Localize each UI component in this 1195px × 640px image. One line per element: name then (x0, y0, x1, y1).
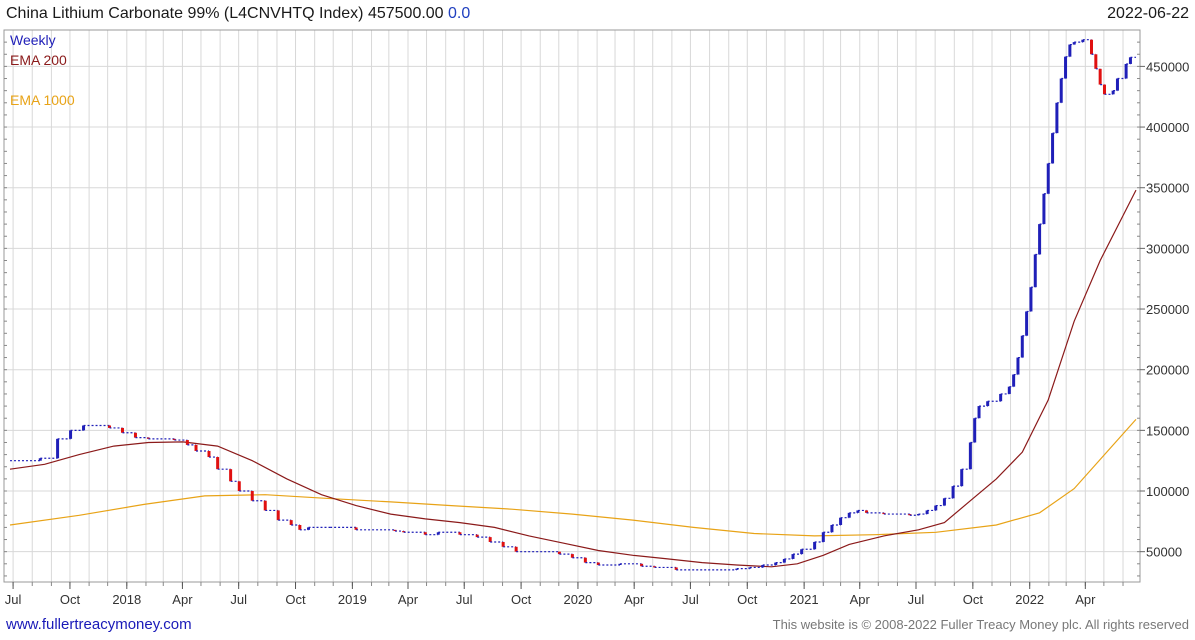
y-tick-label: 400000 (1146, 120, 1189, 135)
plot-frame (4, 30, 1140, 582)
y-tick-label: 350000 (1146, 181, 1189, 196)
x-tick-label: Oct (963, 592, 984, 607)
x-tick-label: Oct (737, 592, 758, 607)
x-tick-label: Jul (682, 592, 699, 607)
x-tick-label: 2020 (563, 592, 592, 607)
legend-ema1000: EMA 1000 (10, 92, 75, 108)
y-tick-label: 200000 (1146, 363, 1189, 378)
x-tick-label: 2021 (790, 592, 819, 607)
x-tick-label: Oct (60, 592, 81, 607)
copyright-text: This website is © 2008-2022 Fuller Treac… (773, 617, 1189, 632)
legend-weekly: Weekly (10, 32, 56, 48)
legend-ema200: EMA 200 (10, 52, 67, 68)
x-tick-label: 2022 (1015, 592, 1044, 607)
y-tick-label: 250000 (1146, 302, 1189, 317)
y-tick-label: 450000 (1146, 59, 1189, 74)
y-tick-label: 100000 (1146, 484, 1189, 499)
x-tick-label: Oct (511, 592, 532, 607)
x-tick-label: Oct (285, 592, 306, 607)
y-tick-label: 50000 (1146, 545, 1182, 560)
x-tick-label: Jul (908, 592, 925, 607)
x-axis: Jul Oct 2018 Apr Jul Oct 2019 Apr Jul Oct 2020 Apr J… (5, 582, 1123, 607)
x-tick-label: 2018 (112, 592, 141, 607)
x-tick-label: Jul (230, 592, 247, 607)
x-tick-label: Apr (398, 592, 419, 607)
ema200-line (10, 190, 1136, 567)
x-tick-label: Apr (850, 592, 871, 607)
y-tick-label: 150000 (1146, 423, 1189, 438)
x-tick-label: 2019 (338, 592, 367, 607)
ema1000-line (10, 419, 1136, 536)
grid-lines (4, 30, 1140, 582)
x-tick-label: Jul (456, 592, 473, 607)
x-tick-label: Apr (172, 592, 193, 607)
x-tick-label: Jul (5, 592, 22, 607)
x-tick-label: Apr (624, 592, 645, 607)
y-tick-label: 300000 (1146, 241, 1189, 256)
series-layer (10, 40, 1136, 570)
x-tick-label: Apr (1075, 592, 1096, 607)
site-link[interactable]: www.fullertreacymoney.com (6, 616, 192, 633)
